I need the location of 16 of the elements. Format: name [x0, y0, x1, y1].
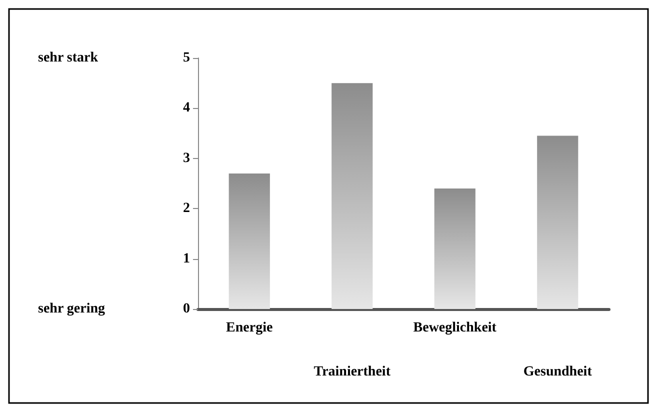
x-tick-label: Beweglichkeit — [413, 320, 497, 336]
y-tick-label: 5 — [183, 50, 190, 66]
y-tick-label: 3 — [183, 150, 190, 166]
bar — [434, 188, 476, 309]
y-tick-label: 0 — [183, 302, 190, 316]
text: sehr stark — [38, 50, 98, 66]
x-tick-label: Gesundheit — [523, 364, 592, 380]
text: sehr gering — [38, 302, 106, 316]
bar — [332, 83, 373, 309]
bar — [228, 173, 270, 309]
x-tick-label: Trainiertheit — [314, 364, 391, 380]
x-tick-label: Energie — [226, 320, 273, 336]
bar — [537, 136, 578, 309]
y-tick-label: 4 — [183, 100, 190, 116]
y-tick-label: 1 — [183, 251, 190, 266]
y-tick-label: 2 — [183, 201, 190, 216]
